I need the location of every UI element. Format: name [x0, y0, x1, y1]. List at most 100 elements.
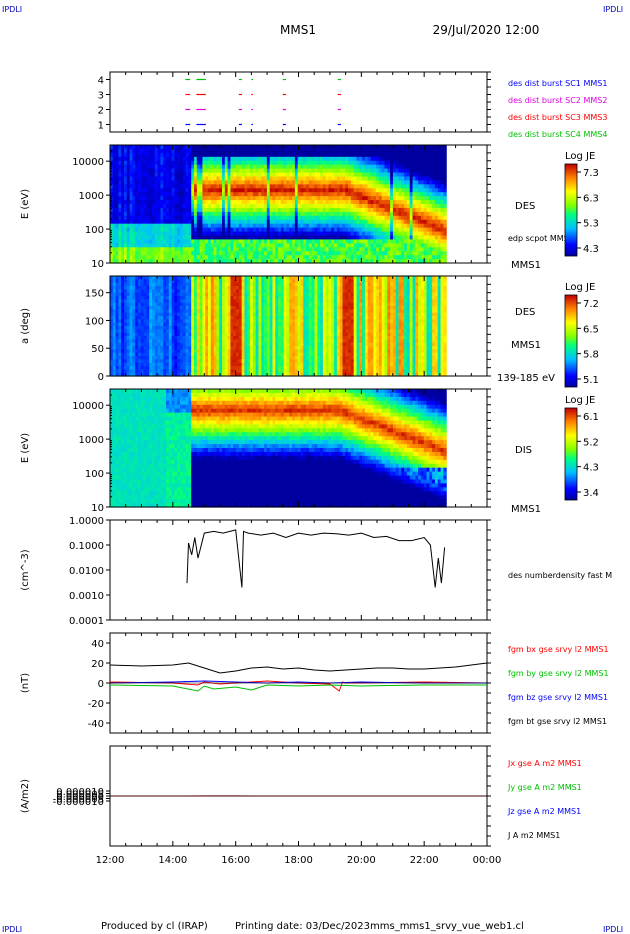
- spectrogram-cell: [272, 204, 276, 209]
- spectrogram-cell: [174, 180, 178, 185]
- spectrogram-cell: [152, 172, 156, 178]
- spectrogram-cell: [222, 145, 226, 150]
- spectrogram-cell: [252, 196, 257, 201]
- spectrogram-cell: [163, 196, 167, 201]
- spectrogram-cell: [241, 247, 246, 252]
- spectrogram-cell: [135, 145, 139, 150]
- spectrogram-cell: [208, 176, 212, 181]
- spectrogram-cell: [227, 219, 232, 225]
- spectrogram-cell: [194, 200, 198, 205]
- spectrogram-cell: [443, 148, 447, 154]
- spectrogram-cell: [272, 148, 276, 154]
- spectrogram-cell: [132, 148, 136, 154]
- spectrogram-cell: [269, 235, 274, 240]
- spectrogram-cell: [180, 259, 184, 264]
- spectrogram-cell: [168, 223, 173, 229]
- spectrogram-cell: [233, 184, 237, 189]
- spectrogram-cell: [121, 152, 125, 158]
- spectrogram-cell: [171, 160, 176, 166]
- spectrogram-cell: [177, 239, 181, 244]
- spectrogram-cell: [138, 247, 142, 252]
- spectrogram-cell: [166, 251, 170, 256]
- spectrogram-cell: [171, 251, 176, 256]
- spectrogram-cell: [126, 259, 131, 264]
- spectrogram-cell: [202, 223, 206, 229]
- spectrogram-cell: [154, 196, 159, 201]
- spectrogram-cell: [213, 215, 218, 221]
- spectrogram-cell: [168, 231, 173, 237]
- spectrogram-cell: [264, 192, 268, 197]
- spectrogram-cell: [110, 215, 114, 221]
- spectrogram-cell: [121, 227, 125, 233]
- spectrogram-cell: [194, 160, 198, 166]
- spectrogram-cell: [443, 168, 447, 174]
- spectrogram-cell: [121, 184, 125, 189]
- spectrogram-cell: [126, 192, 131, 197]
- spectrogram-cell: [191, 247, 195, 252]
- spectrogram-cell: [261, 239, 265, 244]
- spectrogram-cell: [255, 168, 260, 174]
- spectrogram-cell: [160, 259, 164, 264]
- spectrogram-cell: [177, 152, 181, 158]
- spectrogram-cell: [185, 223, 190, 229]
- spectrogram-cell: [121, 207, 125, 213]
- spectrogram-cell: [202, 239, 206, 244]
- spectrogram-cell: [236, 180, 240, 185]
- spectrogram-cell: [244, 223, 248, 229]
- spectrogram-cell: [255, 176, 260, 181]
- spectrogram-cell: [238, 196, 243, 201]
- spectrogram-cell: [247, 172, 251, 178]
- spectrogram-cell: [216, 196, 220, 201]
- spectrogram-cell: [143, 172, 148, 178]
- spectrogram-cell: [443, 219, 447, 225]
- spectrogram-cell: [208, 160, 212, 166]
- spectrogram-cell: [166, 255, 170, 260]
- spectrogram-cell: [149, 235, 153, 240]
- spectrogram-cell: [210, 251, 215, 256]
- spectrogram-cell: [124, 239, 128, 244]
- spectrogram-cell: [154, 207, 159, 213]
- spectrogram-cell: [191, 145, 195, 150]
- corner-label-tl: IPDLI: [2, 5, 22, 14]
- spectrogram-cell: [168, 247, 173, 252]
- spectrogram-cell: [194, 259, 198, 264]
- spectrogram-cell: [255, 219, 260, 225]
- spectrogram-cell: [264, 168, 268, 174]
- spectrogram-cell: [258, 255, 262, 260]
- spectrogram-cell: [222, 215, 226, 221]
- spectrogram-cell: [266, 223, 271, 229]
- spectrogram-cell: [140, 176, 145, 181]
- spectrogram-cell: [146, 156, 150, 162]
- spectrogram-cell: [261, 168, 265, 174]
- spectrogram-cell: [194, 239, 198, 244]
- spectrogram-cell: [140, 239, 145, 244]
- spectrogram-cell: [208, 192, 212, 197]
- spectrogram-cell: [132, 200, 136, 205]
- spectrogram-cell: [121, 219, 125, 225]
- spectrogram-cell: [174, 223, 178, 229]
- spectrogram-cell: [160, 192, 164, 197]
- spectrogram-cell: [132, 211, 136, 217]
- spectrogram-cell: [213, 223, 218, 229]
- spectrogram-cell: [171, 235, 176, 240]
- spectrogram-cell: [272, 176, 276, 181]
- spectrogram-cell: [269, 215, 274, 221]
- spectrogram-cell: [157, 148, 162, 154]
- spectrogram-cell: [244, 251, 248, 256]
- spectrogram-cell: [124, 196, 128, 201]
- spectrogram-cell: [269, 200, 274, 205]
- spectrogram-cell: [230, 219, 234, 225]
- spectrogram-cell: [168, 152, 173, 158]
- spectrogram-cell: [255, 207, 260, 213]
- spectrogram-cell: [238, 219, 243, 225]
- spectrogram-cell: [121, 223, 125, 229]
- spectrogram-cell: [241, 180, 246, 185]
- spectrogram-cell: [238, 148, 243, 154]
- spectrogram-cell: [112, 180, 117, 185]
- spectrogram-cell: [233, 180, 237, 185]
- spectrogram-cell: [205, 239, 209, 244]
- spectrogram-cell: [196, 200, 201, 205]
- spectrogram-cell: [252, 156, 257, 162]
- spectrogram-cell: [168, 160, 173, 166]
- spectrogram-cell: [216, 223, 220, 229]
